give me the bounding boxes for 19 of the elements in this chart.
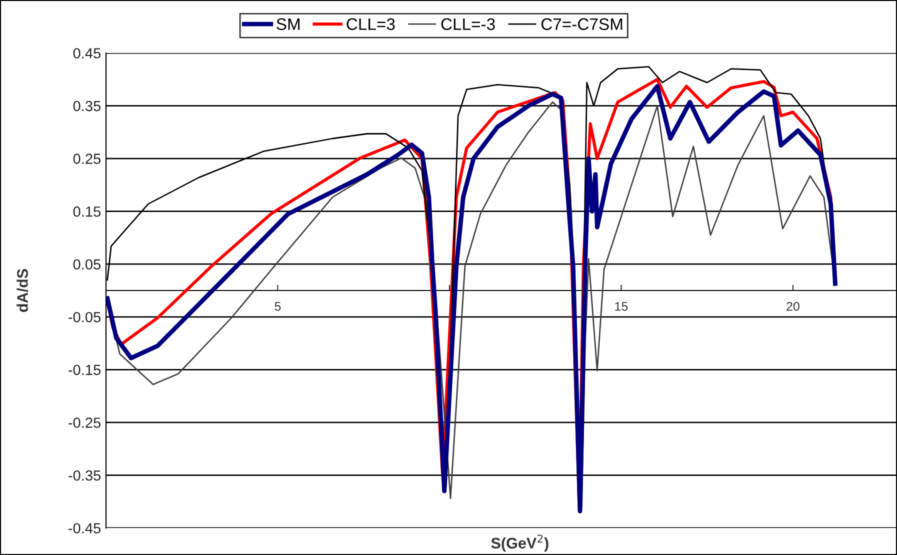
legend-label: SM <box>276 18 300 30</box>
y-tick-label: 0.25 <box>73 154 101 164</box>
y-tick-label: 0.45 <box>73 48 101 58</box>
y-tick-label: -0.35 <box>68 470 101 481</box>
y-tick-label: -0.15 <box>68 364 101 376</box>
y-axis-title: dA/dS <box>16 269 28 312</box>
y-tick-label: 0.05 <box>73 259 101 270</box>
x-axis-title: S(GeV$^{2}$) <box>491 534 548 552</box>
legend-label: C7=-C7SM <box>541 18 622 30</box>
y-tick-label: -0.05 <box>68 312 101 322</box>
x-tick-label: 15 <box>615 302 628 311</box>
legend-label: CLL=-3 <box>441 18 495 30</box>
x-tick-label: 5 <box>274 302 281 311</box>
y-tick-label: 0.35 <box>73 100 101 112</box>
y-tick-label: -0.25 <box>68 418 101 428</box>
x-tick-label: 20 <box>786 302 800 311</box>
y-tick-label: -0.45 <box>68 523 101 534</box>
y-tick-label: 0.15 <box>73 206 101 217</box>
legend-label: CLL=3 <box>346 18 395 30</box>
